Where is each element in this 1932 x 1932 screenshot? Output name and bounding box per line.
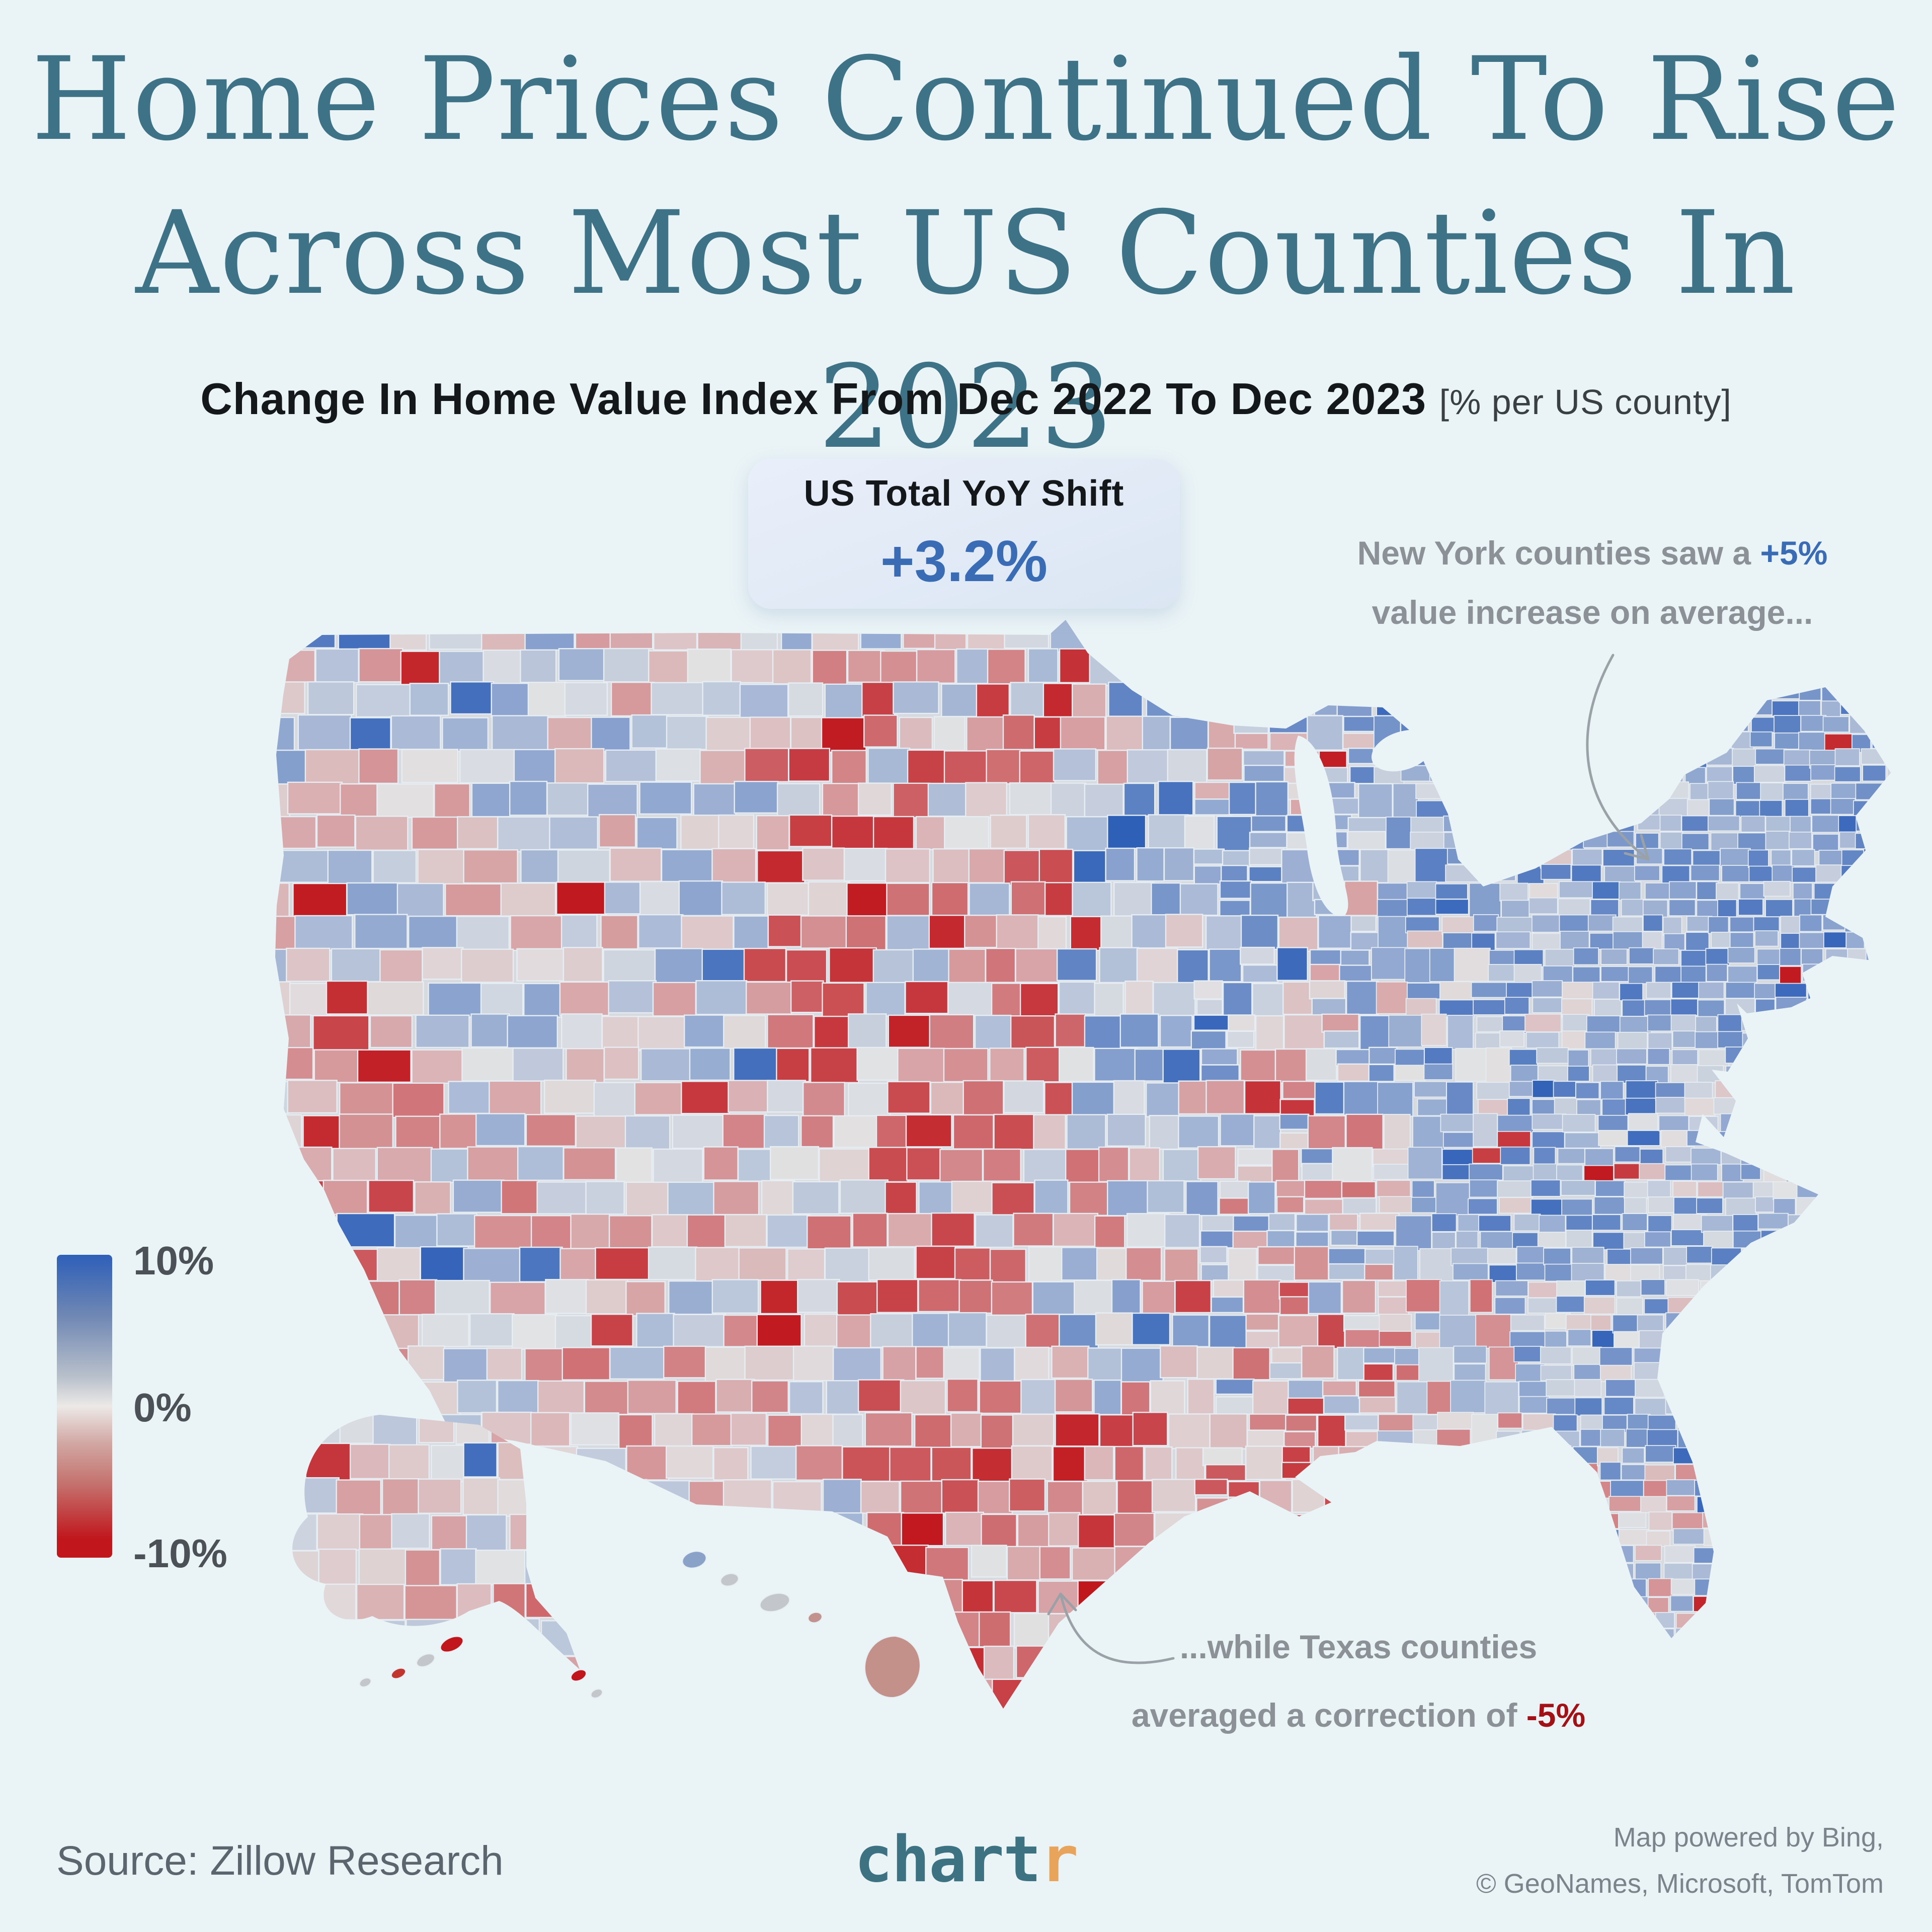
title-line-1: Home Prices Continued To Rise [31, 32, 1901, 166]
new-york-annotation: New York counties saw a +5% value increa… [1278, 523, 1907, 642]
attribution-line-1: Map powered by Bing, [1613, 1822, 1884, 1853]
us-total-yoy-badge: US Total YoY Shift +3.2% [748, 459, 1180, 609]
logo-main-text: chart [854, 1822, 1041, 1896]
legend-label-top: 10% [133, 1238, 214, 1283]
tx-annotation-line-2: averaged a correction of -5% [1077, 1681, 1640, 1749]
ny-annotation-line-2: value increase on average... [1372, 594, 1813, 631]
source-credit: Source: Zillow Research [56, 1838, 504, 1884]
chartr-logo: chartr [0, 1822, 1932, 1896]
tx-annotation-highlight: -5% [1526, 1697, 1586, 1734]
logo-accent-letter: r [1040, 1822, 1079, 1896]
annotation-arrows [1047, 654, 1650, 1664]
ny-annotation-text: New York counties saw a [1357, 534, 1760, 572]
legend-label-bottom: -10% [133, 1531, 227, 1576]
badge-value: +3.2% [880, 528, 1048, 594]
color-scale-legend-bar [57, 1255, 112, 1558]
subtitle-unit-note: [% per US county] [1439, 382, 1732, 422]
attribution-line-2: © GeoNames, Microsoft, TomTom [1476, 1869, 1884, 1899]
subtitle-text: Change In Home Value Index From Dec 2022… [200, 374, 1427, 424]
chart-subtitle: Change In Home Value Index From Dec 2022… [0, 373, 1932, 425]
texas-annotation: ...while Texas counties averaged a corre… [1077, 1613, 1640, 1749]
legend-label-middle: 0% [133, 1385, 192, 1430]
page-title: Home Prices Continued To Rise Across Mos… [0, 22, 1932, 484]
tx-annotation-text: averaged a correction of [1131, 1697, 1526, 1734]
badge-label: US Total YoY Shift [803, 473, 1124, 514]
tx-annotation-line-1: ...while Texas counties [1179, 1628, 1538, 1665]
ny-annotation-highlight: +5% [1760, 534, 1828, 572]
map-attribution: Map powered by Bing, © GeoNames, Microso… [1280, 1814, 1884, 1907]
title-line-2: Across Most US Counties In 2023 [135, 186, 1797, 474]
ny-annotation-line-1: New York counties saw a +5% [1278, 523, 1907, 583]
